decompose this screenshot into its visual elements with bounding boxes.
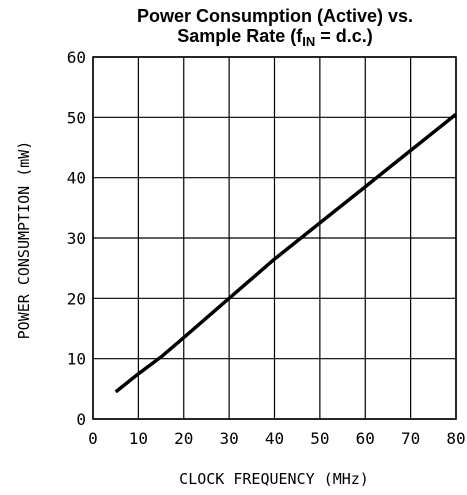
x-tick-label: 0 [88,429,98,448]
grid [92,56,457,420]
chart-title-line2-subscript: IN [302,34,315,49]
x-tick-label: 80 [446,429,465,448]
x-tick-label: 60 [356,429,375,448]
y-tick-label: 20 [67,289,86,308]
y-tick-label: 50 [67,108,86,127]
y-tick-label: 10 [67,350,86,369]
chart-title-line2-prefix: Sample Rate (f [177,26,303,46]
x-axis-label: CLOCK FREQUENCY (MHz) [179,470,369,488]
series-line-0 [114,112,458,394]
y-tick-label: 30 [67,229,86,248]
y-tick-label: 0 [76,410,86,429]
chart-title-line1: Power Consumption (Active) vs. [137,6,413,26]
x-tick-label: 50 [310,429,329,448]
y-tick-label: 60 [67,48,86,67]
chart-title-line2-suffix: = d.c.) [315,26,373,46]
x-tick-label: 30 [219,429,238,448]
x-tick-labels: 0 10 20 30 40 50 60 70 80 [88,429,465,448]
series-group [114,112,458,394]
y-tick-label: 40 [67,169,86,188]
x-tick-label: 40 [265,429,284,448]
x-tick-label: 70 [401,429,420,448]
y-tick-labels: 0 10 20 30 40 50 60 [67,48,86,429]
x-tick-label: 20 [174,429,193,448]
y-axis-label: POWER CONSUMPTION (mW) [15,141,33,340]
chart-title-line2: Sample Rate (fIN = d.c.) [177,26,373,49]
x-tick-label: 10 [129,429,148,448]
